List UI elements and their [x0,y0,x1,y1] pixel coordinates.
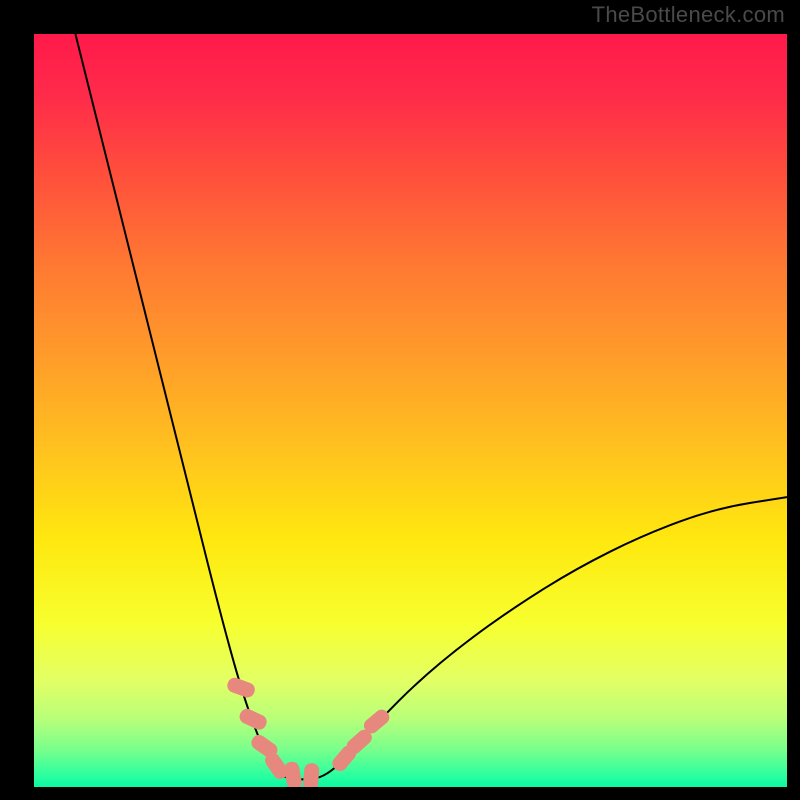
bottleneck-curve [75,34,787,779]
chart-plot-area [34,34,787,787]
curve-layer [34,34,787,787]
curve-marker [237,707,269,732]
watermark-text: TheBottleneck.com [592,2,785,28]
curve-marker [283,761,303,787]
curve-marker [302,763,319,787]
curve-marker [225,676,256,700]
